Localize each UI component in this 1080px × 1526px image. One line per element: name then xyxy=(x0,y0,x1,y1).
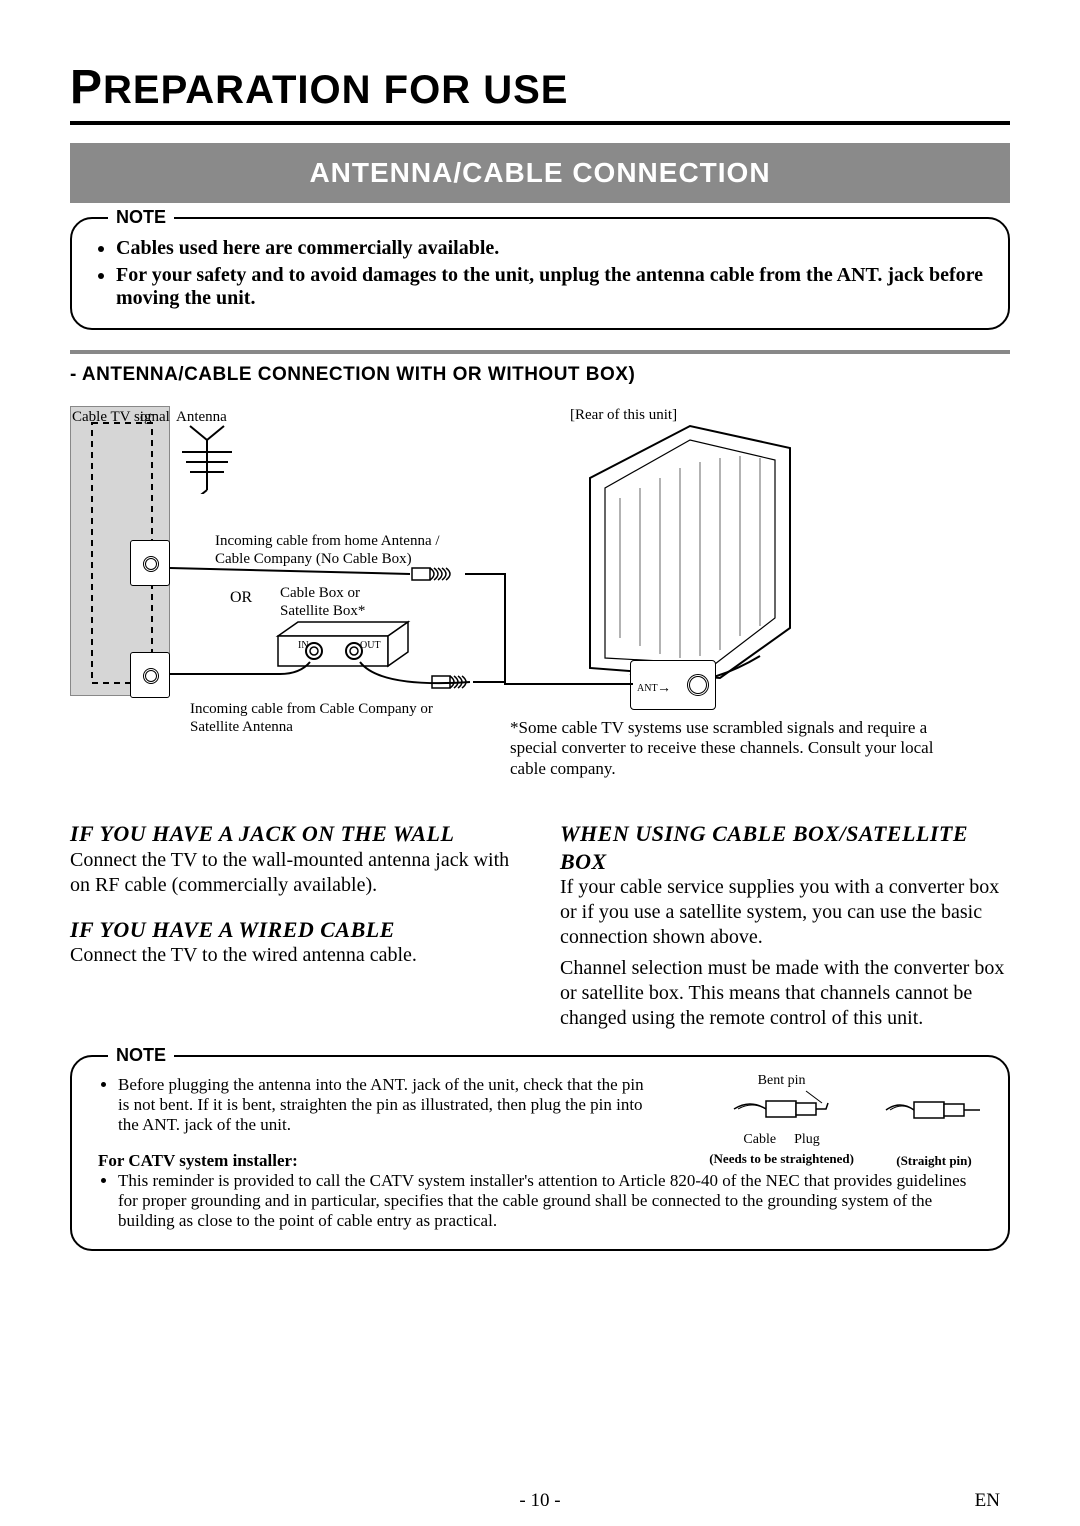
para-cable-box-2: Channel selection must be made with the … xyxy=(560,956,1010,1031)
diagram-footnote: *Some cable TV systems use scrambled sig… xyxy=(510,718,940,779)
note2-list-2: This reminder is provided to call the CA… xyxy=(96,1171,984,1231)
cable-route-line xyxy=(465,572,645,702)
heading-cable-box: WHEN USING CABLE BOX/SATELLITE BOX xyxy=(560,820,1010,875)
connection-diagram: Cable TV signal or Antenna Incoming cabl… xyxy=(70,400,1010,800)
label-cable: Cable xyxy=(743,1132,776,1148)
label-in: IN xyxy=(298,640,309,652)
para-wired-cable: Connect the TV to the wired antenna cabl… xyxy=(70,943,520,968)
left-column: IF YOU HAVE A JACK ON THE WALL Connect t… xyxy=(70,810,520,1031)
note1-item-1: Cables used here are commercially availa… xyxy=(116,237,984,260)
cable-line-1 xyxy=(170,558,420,578)
heading-jack-wall: IF YOU HAVE A JACK ON THE WALL xyxy=(70,820,520,848)
ant-jack-icon xyxy=(687,674,709,696)
title-initial: P xyxy=(70,61,103,114)
connector-illustration-row: Bent pin Cable Plug (Needs to be straigh… xyxy=(709,1073,984,1168)
note1-item-2: For your safety and to avoid damages to … xyxy=(116,264,984,310)
note2-para1: Before plugging the antenna into the ANT… xyxy=(118,1075,655,1135)
para-cable-box-1: If your cable service supplies you with … xyxy=(560,875,1010,950)
divider-rule xyxy=(70,350,1010,354)
note-box-1: NOTE Cables used here are commercially a… xyxy=(70,217,1010,330)
label-cable-tv-signal: Cable TV signal xyxy=(72,408,170,426)
antenna-icon xyxy=(172,422,242,494)
caption-straight: (Straight pin) xyxy=(884,1154,984,1168)
bent-pin-icon xyxy=(732,1089,832,1127)
straight-pin-icon xyxy=(884,1090,984,1128)
note1-list: Cables used here are commercially availa… xyxy=(96,237,984,310)
catv-para: This reminder is provided to call the CA… xyxy=(118,1171,984,1231)
label-incoming-2: Incoming cable from Cable Company or Sat… xyxy=(190,700,440,736)
label-or: or xyxy=(140,408,153,426)
page-title: PREPARATION FOR USE xyxy=(70,60,1010,115)
label-or-caps: OR xyxy=(230,588,252,607)
heading-wired-cable: IF YOU HAVE A WIRED CABLE xyxy=(70,916,520,944)
right-column: WHEN USING CABLE BOX/SATELLITE BOX If yo… xyxy=(560,810,1010,1031)
para-jack-wall: Connect the TV to the wall-mounted anten… xyxy=(70,848,520,898)
straight-pin-block: (Straight pin) xyxy=(884,1073,984,1168)
title-rule xyxy=(70,121,1010,125)
note2-label: NOTE xyxy=(108,1045,174,1066)
label-box: Cable Box or Satellite Box* xyxy=(280,584,410,620)
body-columns: IF YOU HAVE A JACK ON THE WALL Connect t… xyxy=(70,810,1010,1031)
title-rest: REPARATION FOR USE xyxy=(103,68,568,112)
bent-pin-block: Bent pin Cable Plug (Needs to be straigh… xyxy=(709,1073,854,1168)
note-box-2: NOTE Bent pin Cable Plug (Needs to be st… xyxy=(70,1055,1010,1251)
sub-heading: - ANTENNA/CABLE CONNECTION WITH OR WITHO… xyxy=(70,364,1010,386)
arrow-icon: → xyxy=(657,681,671,697)
page-number: - 10 - xyxy=(519,1490,560,1512)
wall-plate-upper xyxy=(130,540,170,586)
wall-plate-lower xyxy=(130,652,170,698)
label-plug: Plug xyxy=(794,1132,820,1148)
caption-needs: (Needs to be straightened) xyxy=(709,1152,854,1166)
label-out: OUT xyxy=(360,640,381,652)
section-banner: ANTENNA/CABLE CONNECTION xyxy=(70,143,1010,203)
note-label: NOTE xyxy=(108,207,174,228)
page-lang: EN xyxy=(975,1490,1000,1512)
label-bent-pin: Bent pin xyxy=(709,1073,854,1089)
